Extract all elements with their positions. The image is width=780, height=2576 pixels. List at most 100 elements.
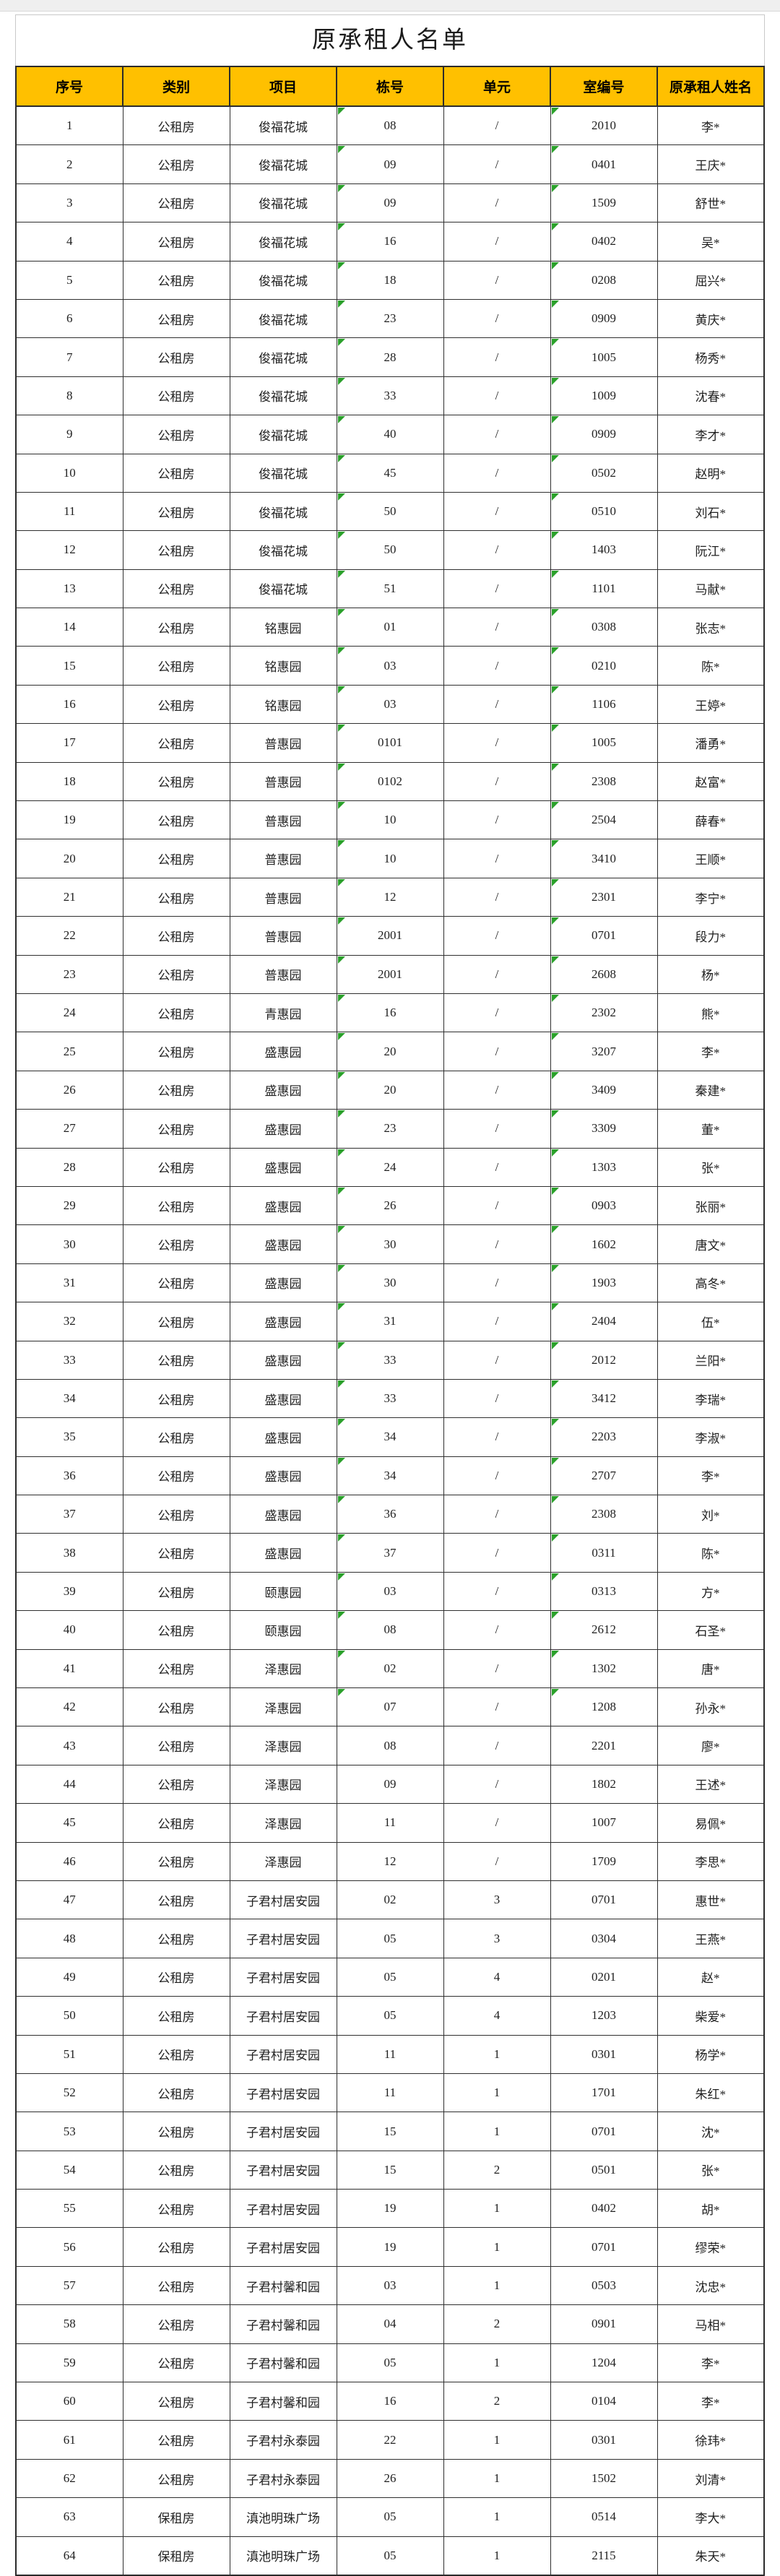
cell-building: 22 [336, 2420, 444, 2460]
cell-project: 俊福花城 [229, 298, 337, 339]
cell-name: 李淑* [656, 1417, 765, 1457]
cell-unit: 4 [443, 1957, 551, 1997]
cell-project: 盛惠园 [229, 1495, 337, 1534]
cell-room-with-green-triangle-icon: 1208 [550, 1687, 658, 1727]
cell-name: 黄庆* [656, 298, 765, 339]
table-body: 1 公租房 俊福花城 08/2010 李* 2 公租房 俊福花城 09/0401 王庆* 3 公租房俊… [15, 105, 765, 2576]
cell-building-with-green-triangle-icon: 45 [336, 453, 444, 493]
cell-name: 熊* [656, 993, 765, 1033]
cell-room: 1203 [550, 1996, 658, 2036]
cell-room: 0501 [550, 2150, 658, 2190]
cell-unit: / [443, 800, 551, 840]
cell-category: 公租房 [122, 684, 230, 725]
cell-building-with-green-triangle-icon: 07 [336, 1687, 444, 1727]
cell-index: 63 [15, 2497, 124, 2537]
cell-building-with-green-triangle-icon: 20 [336, 1032, 444, 1071]
cell-index: 28 [15, 1147, 124, 1187]
cell-index: 31 [15, 1263, 124, 1303]
cell-building: 03 [336, 2265, 444, 2306]
cell-unit: / [443, 530, 551, 570]
cell-index: 50 [15, 1996, 124, 2036]
cell-category: 公租房 [122, 839, 230, 878]
table-row: 45 公租房 泽惠园 11/1007 易佩* [15, 1803, 765, 1843]
cell-name: 伍* [656, 1302, 765, 1341]
cell-index: 33 [15, 1340, 124, 1380]
cell-unit: / [443, 1417, 551, 1457]
cell-category: 公租房 [122, 1919, 230, 1958]
cell-room-with-green-triangle-icon: 0402 [550, 222, 658, 262]
cell-category: 公租房 [122, 491, 230, 532]
cell-building-with-green-triangle-icon: 50 [336, 491, 444, 532]
cell-building-with-green-triangle-icon: 28 [336, 337, 444, 377]
header-cell-unit: 单元 [443, 66, 551, 107]
cell-building: 08 [336, 1726, 444, 1765]
table-row: 24 公租房 青惠园 16/2302 熊* [15, 993, 765, 1033]
cell-building: 05 [336, 2497, 444, 2537]
cell-category: 公租房 [122, 2343, 230, 2383]
table-row: 7 公租房 俊福花城 28/1005 杨秀* [15, 337, 765, 377]
cell-building-with-green-triangle-icon: 24 [336, 1147, 444, 1187]
cell-unit: 1 [443, 2073, 551, 2113]
cell-category: 公租房 [122, 2420, 230, 2460]
cell-unit: 2 [443, 2150, 551, 2190]
cell-project: 盛惠园 [229, 1185, 337, 1226]
cell-category: 公租房 [122, 1841, 230, 1881]
cell-room-with-green-triangle-icon: 2504 [550, 800, 658, 840]
cell-index: 35 [15, 1417, 124, 1457]
cell-index: 32 [15, 1302, 124, 1341]
cell-name: 刘石* [656, 491, 765, 532]
cell-category: 公租房 [122, 376, 230, 416]
cell-index: 15 [15, 646, 124, 686]
cell-building: 11 [336, 1803, 444, 1843]
table-row: 57 公租房 子君村馨和园 03 1 0503 沈忠* [15, 2265, 765, 2306]
cell-index: 40 [15, 1610, 124, 1650]
header-cell-index: 序号 [15, 66, 124, 107]
table-row: 15 公租房 铭惠园 03/0210 陈* [15, 646, 765, 686]
cell-project: 普惠园 [229, 916, 337, 956]
cell-project: 子君村馨和园 [229, 2265, 337, 2306]
cell-index: 61 [15, 2420, 124, 2460]
cell-unit: / [443, 1263, 551, 1303]
cell-building-with-green-triangle-icon: 03 [336, 1571, 444, 1612]
table-row: 27 公租房 盛惠园 23/3309 董* [15, 1109, 765, 1149]
cell-project: 颐惠园 [229, 1610, 337, 1650]
cell-index: 8 [15, 376, 124, 416]
cell-index: 9 [15, 415, 124, 454]
cell-unit: / [443, 105, 551, 146]
cell-name: 王述* [656, 1764, 765, 1805]
cell-room: 0701 [550, 1880, 658, 1920]
cell-room: 0514 [550, 2497, 658, 2537]
table-row: 63 保租房 滇池明珠广场 05 1 0514 李大* [15, 2497, 765, 2537]
cell-unit: / [443, 684, 551, 725]
cell-unit: / [443, 1302, 551, 1341]
cell-unit: / [443, 1841, 551, 1881]
cell-name: 胡* [656, 2189, 765, 2229]
cell-building: 05 [336, 1919, 444, 1958]
cell-unit: / [443, 1610, 551, 1650]
cell-index: 39 [15, 1571, 124, 1612]
cell-category: 公租房 [122, 1456, 230, 1496]
cell-name: 孙永* [656, 1687, 765, 1727]
cell-index: 56 [15, 2227, 124, 2267]
cell-category: 公租房 [122, 183, 230, 223]
cell-name: 段力* [656, 916, 765, 956]
cell-building-with-green-triangle-icon: 0101 [336, 723, 444, 763]
cell-project: 子君村永泰园 [229, 2420, 337, 2460]
table-row: 16 公租房 铭惠园 03/1106 王婷* [15, 684, 765, 725]
cell-unit: / [443, 376, 551, 416]
cell-project: 俊福花城 [229, 144, 337, 184]
cell-index: 13 [15, 569, 124, 609]
table-row: 38 公租房 盛惠园 37/0311 陈* [15, 1533, 765, 1573]
cell-unit: / [443, 1764, 551, 1805]
table-row: 21 公租房 普惠园 12/2301 李宁* [15, 877, 765, 917]
header-cell-building: 栋号 [336, 66, 444, 107]
cell-unit: / [443, 1378, 551, 1419]
cell-building: 11 [336, 2073, 444, 2113]
cell-unit: / [443, 1533, 551, 1573]
cell-building: 16 [336, 2382, 444, 2421]
table-row: 3 公租房 俊福花城 09/1509 舒世* [15, 183, 765, 223]
cell-building-with-green-triangle-icon: 36 [336, 1495, 444, 1534]
cell-category: 公租房 [122, 954, 230, 994]
cell-category: 公租房 [122, 1726, 230, 1765]
cell-index: 64 [15, 2536, 124, 2576]
